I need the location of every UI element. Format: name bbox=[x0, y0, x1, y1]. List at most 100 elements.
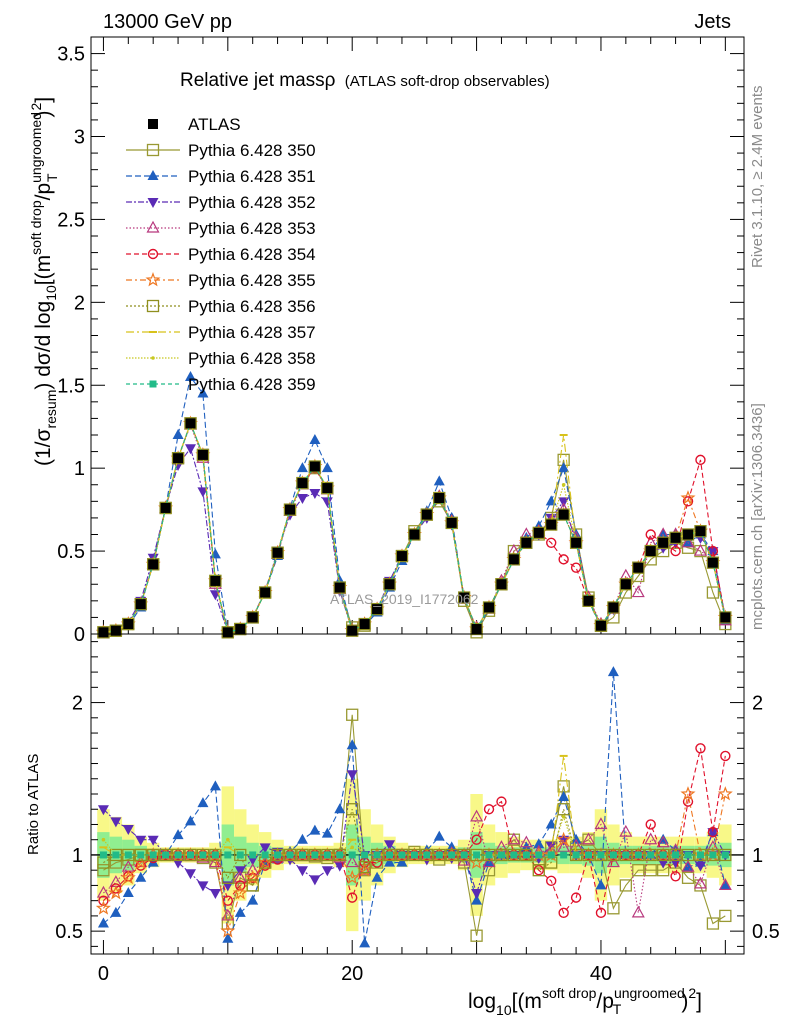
ratio-series-p359-point bbox=[398, 851, 406, 859]
header-left: 13000 GeV pp bbox=[103, 11, 232, 33]
main-series-p356-point bbox=[532, 526, 545, 539]
atlas-data-point bbox=[235, 624, 246, 635]
atlas-data-point bbox=[571, 537, 582, 548]
ratio-series-p359-point bbox=[361, 851, 369, 859]
ratio-series-p353-point bbox=[507, 832, 521, 845]
main-series-p356-point bbox=[395, 549, 409, 563]
ratio-series-p351-point bbox=[558, 791, 570, 802]
main-series-p356-point bbox=[557, 508, 570, 521]
legend-marker-p351 bbox=[147, 170, 159, 180]
main-series-p351-point bbox=[321, 462, 333, 473]
main-series-p356-point bbox=[433, 491, 446, 505]
ratio-series-p358-point bbox=[226, 837, 230, 842]
atlas-data-point bbox=[533, 527, 544, 538]
ratio-series-p355-point bbox=[120, 869, 136, 885]
main-series-p356-point bbox=[569, 536, 583, 549]
ratio-series-p351-point bbox=[296, 833, 308, 844]
x-axis-label: log10[(msoft drop/pungroomed T)2] bbox=[468, 985, 702, 1018]
main-series-p350-point bbox=[706, 586, 720, 599]
ratio-series-p352-point bbox=[122, 825, 134, 836]
ratio-series-p352-point bbox=[694, 861, 706, 872]
rivet-label: Rivet 3.1.10, ≥ 2.4M events bbox=[749, 86, 766, 269]
ratio-series-p351-point bbox=[483, 856, 495, 867]
ratio-panel-frame bbox=[90, 633, 745, 955]
atlas-data-point bbox=[372, 604, 383, 615]
plot-title-sub: (ATLAS soft-drop observables) bbox=[345, 73, 550, 90]
main-series-p352-point bbox=[197, 487, 209, 498]
ratio-series-p354-point bbox=[135, 860, 146, 871]
ratio-series-p359-point bbox=[311, 851, 319, 859]
ratio-series-p351-point bbox=[533, 838, 545, 849]
ratio-series-p353-point bbox=[494, 840, 508, 852]
ratio-series-p351-point bbox=[471, 894, 483, 905]
main-series-p354-point bbox=[682, 496, 694, 507]
mcplots-label: mcplots.cern.ch [arXiv:1306.3436] bbox=[749, 403, 766, 630]
ratio-series-p359-point bbox=[560, 851, 568, 859]
main-series-p356-point bbox=[669, 531, 682, 544]
main-series-p356-point bbox=[445, 516, 458, 530]
atlas-data-point bbox=[247, 612, 258, 623]
ratio-series-p352-point bbox=[384, 840, 396, 851]
x-tick-label: 0 bbox=[98, 963, 109, 985]
ratio-series-p353-point bbox=[706, 840, 720, 852]
ratio-series-p351-point bbox=[371, 871, 383, 882]
main-series-p356-point bbox=[258, 586, 272, 599]
ratio-series-p351-point bbox=[384, 856, 396, 867]
main-series-p351-point bbox=[185, 370, 197, 381]
ratio-series-p359-point bbox=[261, 851, 269, 859]
main-series-p356-point bbox=[681, 528, 695, 541]
ratio-series-p352-point bbox=[259, 843, 271, 854]
ratio-series-p351-point bbox=[682, 861, 694, 872]
main-series-p356-point bbox=[333, 581, 346, 594]
ratio-series-p354-point bbox=[496, 796, 507, 807]
x-tick-label: 40 bbox=[590, 963, 612, 985]
ratio-series-p351-point bbox=[209, 780, 221, 791]
ratio-series-p352-point bbox=[471, 889, 483, 900]
ratio-series-p356-point bbox=[557, 803, 570, 816]
main-series-p356-point bbox=[545, 518, 558, 531]
main-series-p356-point bbox=[346, 624, 359, 637]
ratio-series-p353-point bbox=[594, 817, 608, 830]
ratio-series-p358-point bbox=[561, 815, 566, 819]
atlas-data-point bbox=[197, 449, 208, 460]
ratio-series-p355-point bbox=[717, 786, 733, 801]
ratio-series-p353-point bbox=[718, 878, 732, 891]
ratio-series-p353-point bbox=[482, 855, 496, 868]
ratio-series-p352-point bbox=[97, 805, 109, 816]
main-series-p353-point bbox=[681, 535, 695, 548]
ratio-series-p351-point bbox=[185, 815, 197, 826]
atlas-data-point bbox=[633, 562, 644, 573]
ratio-series-p359-point bbox=[249, 851, 257, 859]
ratio-series-p359-point bbox=[473, 851, 481, 859]
atlas-data-point bbox=[521, 537, 532, 548]
atlas-data-point bbox=[484, 602, 495, 613]
main-data bbox=[95, 370, 733, 639]
x-tick-label: 20 bbox=[341, 963, 363, 985]
ratio-series-p352-point bbox=[135, 835, 147, 846]
atlas-data-point bbox=[384, 579, 395, 590]
ratio-series-p359-point bbox=[547, 851, 555, 859]
ratio-series-p354-point bbox=[483, 804, 495, 815]
legend-marker-atlas bbox=[148, 119, 158, 129]
ratio-series-p354-point bbox=[570, 892, 582, 903]
ratio-series-p353-point bbox=[631, 905, 645, 918]
ratio-series-p351-point bbox=[222, 932, 234, 943]
main-series-p351-point bbox=[433, 475, 445, 486]
atlas-data-point bbox=[683, 529, 694, 540]
ratio-y-tick-label: 0.5 bbox=[55, 921, 83, 943]
main-series-p356-point bbox=[122, 617, 135, 631]
ratio-series-p353-point bbox=[619, 824, 633, 837]
main-series-p356-point bbox=[420, 508, 433, 521]
atlas-data-point bbox=[695, 526, 706, 537]
ratio-series-p355-point bbox=[680, 786, 696, 801]
ratio-series-p359-point bbox=[485, 851, 493, 859]
ratio-y-tick-label: 1 bbox=[72, 845, 83, 867]
ratio-series-p359-point bbox=[348, 851, 356, 859]
ratio-series-p353-point bbox=[208, 855, 222, 868]
ratio-series-p359-point bbox=[634, 851, 642, 859]
legend-marker-p358 bbox=[151, 356, 155, 360]
ratio-series-p354-point bbox=[720, 750, 731, 762]
atlas-data-point bbox=[309, 461, 320, 472]
ratio-series-p359-point bbox=[497, 851, 505, 859]
ratio-series-p353-line bbox=[103, 814, 726, 918]
